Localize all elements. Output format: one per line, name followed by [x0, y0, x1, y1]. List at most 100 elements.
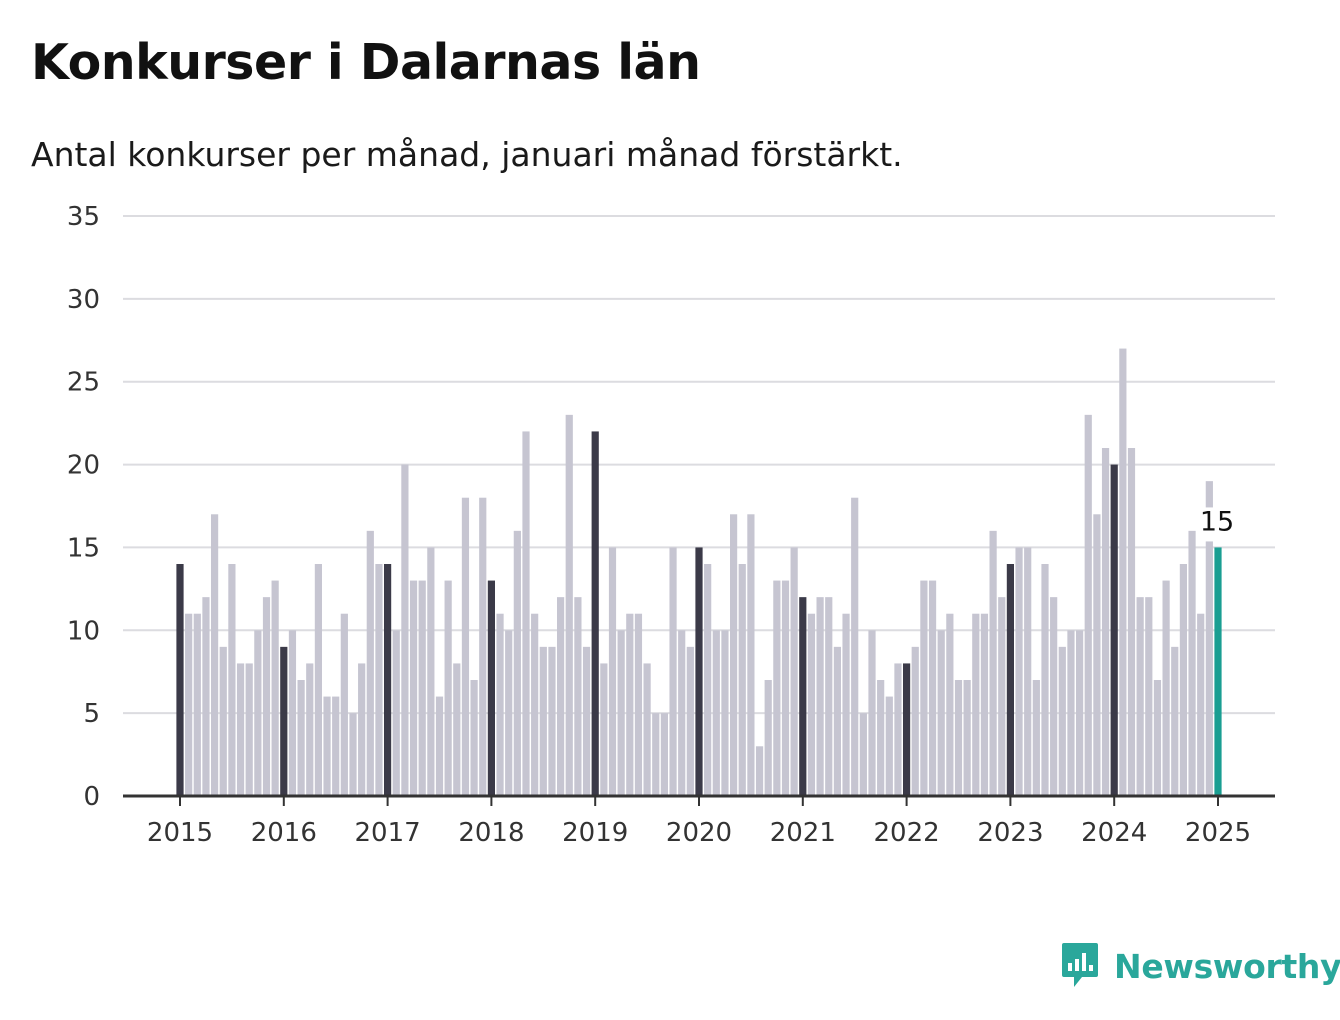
- bar: [1179, 564, 1187, 796]
- bar: [695, 547, 703, 796]
- bar: [461, 497, 470, 796]
- bar: [652, 713, 660, 796]
- bar: [626, 613, 634, 796]
- bar: [781, 580, 790, 796]
- bar-chart-speech-bubble-icon: [1062, 943, 1098, 987]
- bar: [885, 696, 893, 796]
- bar: [894, 663, 902, 796]
- bar: [496, 613, 504, 796]
- x-tick-label: 2021: [770, 818, 836, 848]
- bar: [851, 497, 859, 796]
- bar: [1024, 547, 1032, 796]
- bar: [591, 431, 599, 796]
- bar: [686, 646, 694, 796]
- bar: [1067, 630, 1075, 796]
- bar: [539, 646, 547, 796]
- y-axis-ticks: 0 5 10 15 20 25 30 35: [67, 202, 100, 812]
- bar: [245, 663, 253, 796]
- bar: [954, 680, 963, 796]
- bar: [790, 547, 798, 796]
- bar: [842, 613, 850, 796]
- bar: [444, 580, 452, 796]
- bar: [185, 613, 193, 796]
- bar: [1188, 530, 1196, 796]
- bar: [1162, 580, 1170, 796]
- y-tick-label: 30: [67, 285, 100, 315]
- bar: [764, 680, 772, 796]
- chart-subtitle: Antal konkurser per månad, januari månad…: [31, 135, 903, 174]
- bar: [1084, 414, 1092, 796]
- bar: [617, 630, 625, 796]
- bar: [1032, 680, 1040, 796]
- bar: [548, 646, 556, 796]
- bar: [634, 613, 643, 796]
- bar: [531, 613, 539, 796]
- bar: [859, 713, 867, 796]
- bar: [608, 547, 617, 796]
- chart-title: Konkurser i Dalarnas län: [31, 34, 701, 91]
- bar: [1110, 464, 1118, 796]
- bar: [972, 613, 980, 796]
- bar: [704, 564, 712, 796]
- x-tick-label: 2018: [458, 818, 524, 848]
- bar: [903, 663, 911, 796]
- bar: [358, 663, 366, 796]
- bar: [427, 547, 435, 796]
- bar: [833, 646, 841, 796]
- y-tick-label: 15: [67, 533, 100, 563]
- data-label-background: [1198, 507, 1236, 542]
- bar: [747, 514, 755, 796]
- bar: [574, 597, 582, 796]
- x-tick-label: 2016: [251, 818, 317, 848]
- bar: [755, 746, 764, 796]
- bar: [1050, 597, 1058, 796]
- bar: [280, 646, 288, 796]
- bar: [435, 696, 444, 796]
- data-labels: 15: [1198, 506, 1236, 542]
- bar: [1119, 348, 1127, 796]
- bar: [470, 680, 478, 796]
- bar: [340, 613, 348, 796]
- bar: [1153, 680, 1162, 796]
- bar: [513, 530, 521, 796]
- bar: [1058, 646, 1066, 796]
- bar: [877, 680, 885, 796]
- bar: [643, 663, 651, 796]
- bar: [1041, 564, 1049, 796]
- bar: [946, 613, 954, 796]
- x-tick-label: 2023: [977, 818, 1043, 848]
- bar: [418, 580, 426, 796]
- bar: [1015, 547, 1023, 796]
- bar: [505, 630, 513, 796]
- bar: [1006, 564, 1014, 796]
- bar: [565, 414, 573, 796]
- x-tick-label: 2015: [147, 818, 213, 848]
- bar: [712, 630, 720, 796]
- bar: [669, 547, 677, 796]
- newsworthy-logo: Newsworthy: [1060, 940, 1340, 992]
- bar: [323, 696, 331, 796]
- x-tick-label: 2019: [562, 818, 628, 848]
- y-tick-label: 5: [83, 699, 100, 729]
- bar: [825, 597, 833, 796]
- bar: [314, 564, 322, 796]
- y-tick-label: 25: [67, 368, 100, 398]
- bar: [1171, 646, 1179, 796]
- bar: [1145, 597, 1153, 796]
- bar: [193, 613, 201, 796]
- bar: [963, 680, 971, 796]
- x-tick-label: 2022: [874, 818, 940, 848]
- bar: [479, 497, 487, 796]
- bar: [660, 713, 668, 796]
- bar: [202, 597, 210, 796]
- bar: [738, 564, 746, 796]
- bar: [271, 580, 279, 796]
- bar: [807, 613, 816, 796]
- bar: [1076, 630, 1084, 796]
- bar: [487, 580, 495, 796]
- x-tick-label: 2025: [1185, 818, 1251, 848]
- bar: [678, 630, 686, 796]
- y-tick-label: 20: [67, 451, 100, 481]
- bar: [453, 663, 461, 796]
